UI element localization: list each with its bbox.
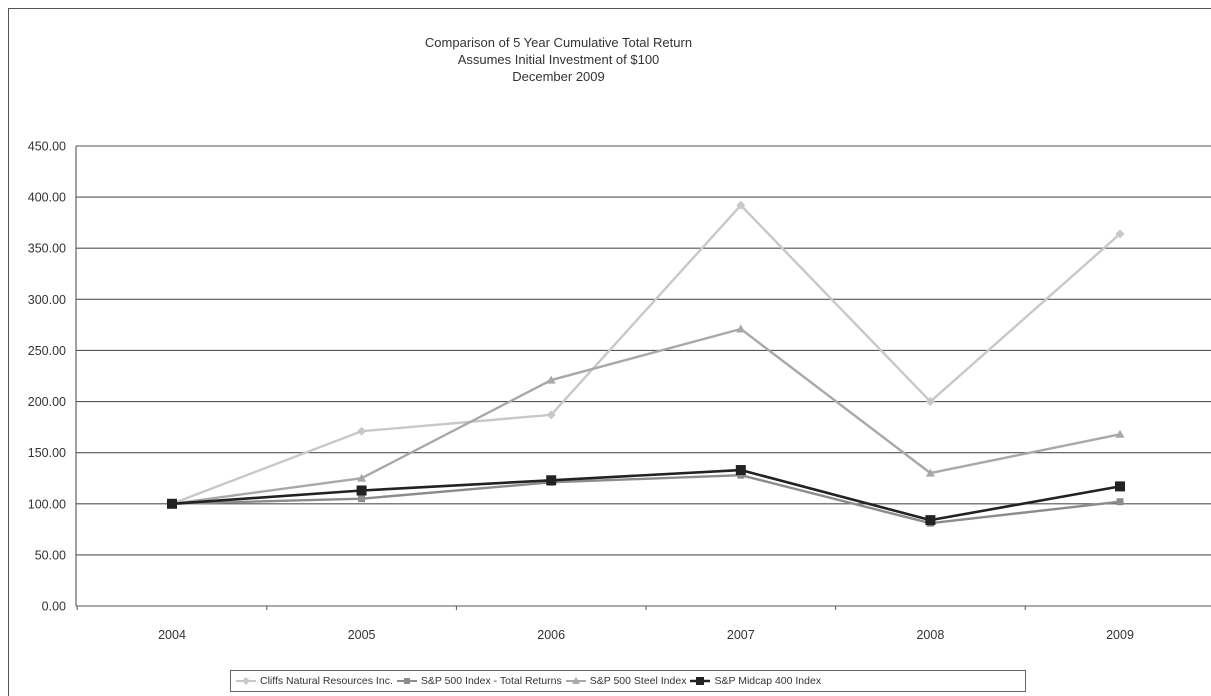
data-point-marker — [735, 465, 746, 476]
data-point-marker — [696, 677, 705, 685]
series-line — [171, 468, 1121, 522]
data-point-marker — [357, 473, 367, 482]
y-tick-label: 200.00 — [28, 395, 66, 409]
legend-item: Cliffs Natural Resources Inc. — [235, 675, 393, 687]
chart-frame — [8, 8, 1211, 696]
data-point-marker — [737, 471, 745, 479]
data-point-marker — [167, 498, 177, 509]
legend-item: S&P 500 Steel Index — [565, 675, 687, 687]
chart-subtitle-2: December 2009 — [512, 69, 605, 84]
y-tick-label: 300.00 — [28, 293, 66, 307]
x-tick-label: 2005 — [348, 628, 376, 642]
chart-subtitle-1: Assumes Initial Investment of $100 — [457, 52, 660, 67]
legend-swatch — [236, 677, 256, 685]
y-tick-label: 350.00 — [28, 242, 66, 256]
data-point-marker — [925, 468, 935, 477]
x-tick-label: 2008 — [916, 628, 944, 642]
chart-title: Comparison of 5 Year Cumulative Total Re… — [424, 35, 693, 50]
data-point-marker — [356, 485, 367, 496]
data-point-marker — [358, 495, 366, 503]
x-tick-label: 2009 — [1106, 628, 1134, 642]
data-point-marker — [1116, 498, 1124, 506]
x-tick-label: 2006 — [537, 628, 565, 642]
y-tick-label: 450.00 — [28, 140, 66, 154]
chart-title-block: Comparison of 5 Year Cumulative Total Re… — [8, 34, 1109, 85]
legend-swatch — [690, 677, 711, 685]
legend-label: S&P Midcap 400 Index — [714, 675, 822, 687]
legend-label: Cliffs Natural Resources Inc. — [260, 675, 393, 687]
y-tick-label: 0.00 — [42, 600, 66, 614]
series-line — [171, 204, 1121, 505]
data-point-marker — [925, 515, 936, 526]
data-point-marker — [546, 375, 556, 384]
data-point-marker — [1115, 429, 1125, 438]
data-point-marker — [546, 475, 557, 486]
data-point-marker — [546, 410, 556, 420]
legend-item: S&P Midcap 400 Index — [689, 675, 821, 687]
data-point-marker — [925, 397, 935, 407]
legend-label: S&P 500 Steel Index — [589, 675, 687, 687]
series-line — [171, 473, 1121, 525]
data-point-marker — [736, 200, 746, 210]
legend-label: S&P 500 Index - Total Returns — [420, 675, 562, 687]
legend-swatch — [565, 677, 586, 684]
data-point-marker — [571, 677, 580, 684]
data-point-marker — [1115, 481, 1125, 492]
legend-swatch — [396, 678, 417, 684]
y-tick-label: 50.00 — [35, 548, 66, 562]
y-tick-label: 250.00 — [28, 344, 66, 358]
chart-legend: Cliffs Natural Resources Inc. S&P 500 Ind… — [230, 670, 1026, 692]
y-tick-label: 150.00 — [28, 446, 66, 460]
y-tick-label: 100.00 — [28, 497, 66, 511]
data-point-marker — [403, 678, 410, 684]
data-point-marker — [242, 677, 250, 685]
x-tick-label: 2007 — [727, 628, 755, 642]
x-tick-label: 2004 — [158, 628, 186, 642]
series-line — [171, 327, 1121, 505]
legend-item: S&P 500 Index - Total Returns — [396, 675, 562, 687]
data-point-marker — [736, 324, 746, 333]
y-tick-label: 400.00 — [28, 191, 66, 205]
data-point-marker — [357, 426, 367, 436]
data-point-marker — [1115, 229, 1125, 239]
